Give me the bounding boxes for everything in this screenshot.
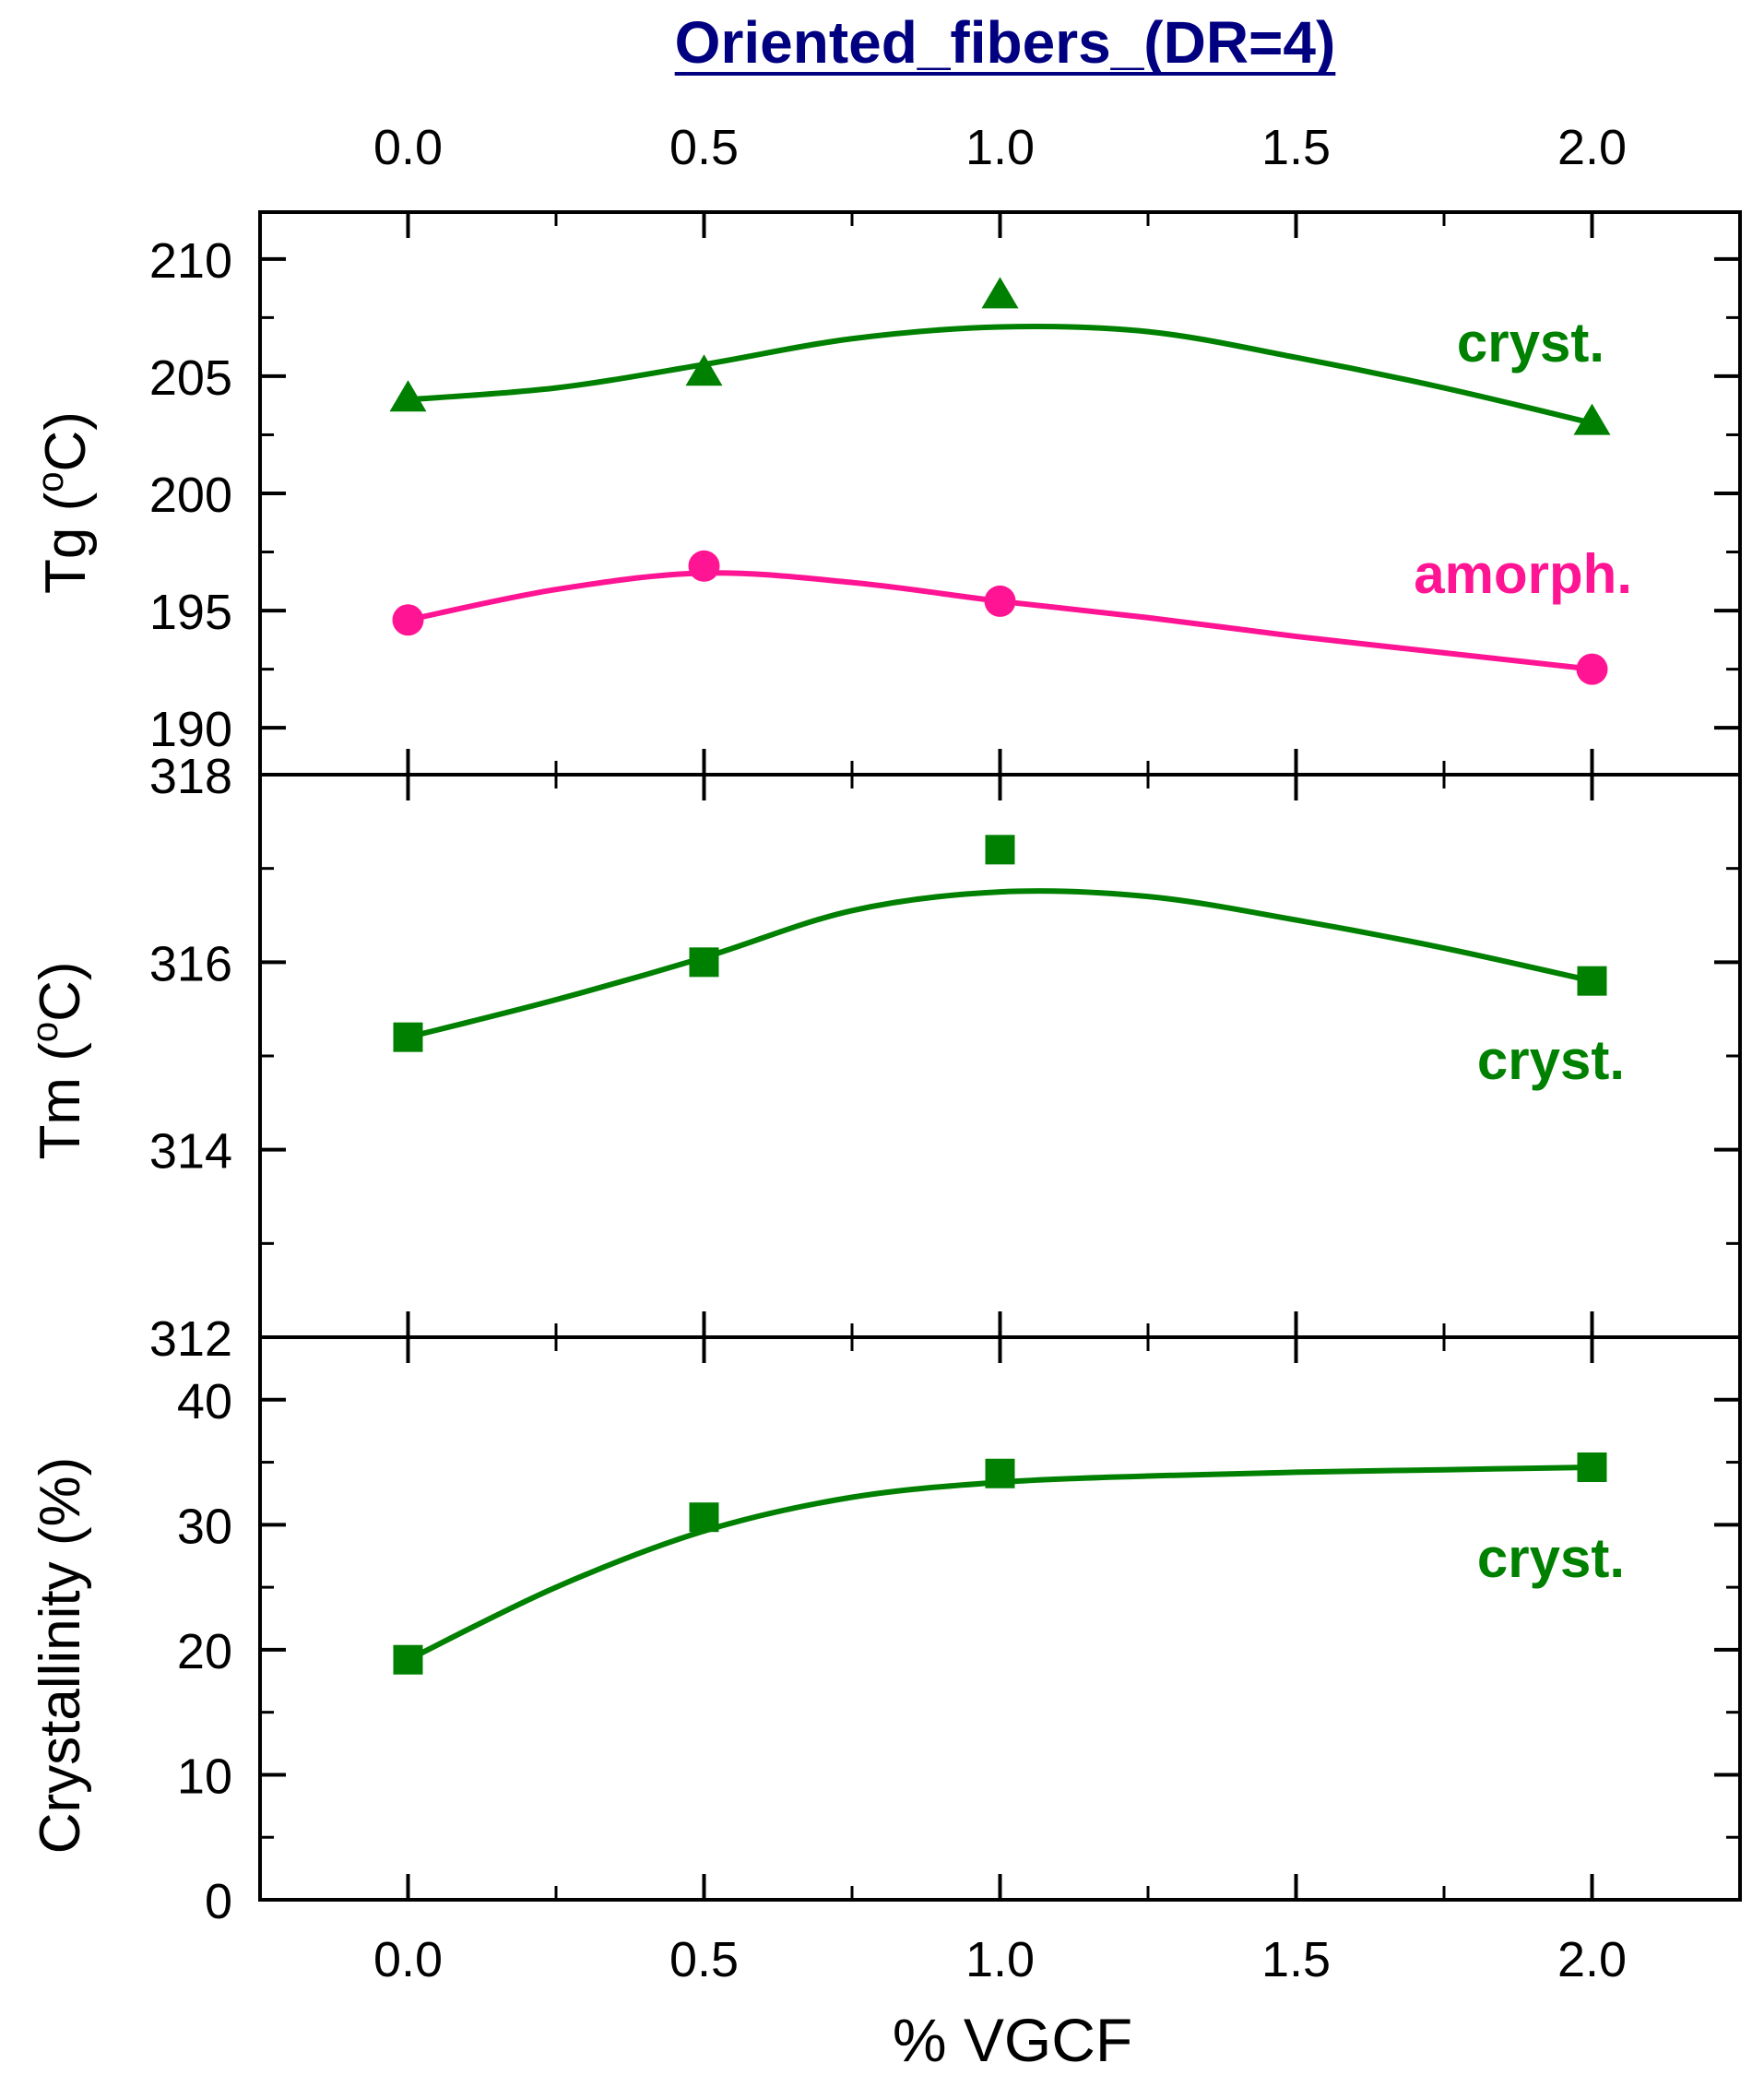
tg-y-tick-label: 205 (149, 350, 232, 406)
crystallinity-cryst-data-point (1577, 1452, 1607, 1482)
top-x-tick-label: 1.0 (965, 120, 1035, 175)
crystallinity-y-tick-label: 40 (177, 1374, 232, 1429)
tm-cryst-data-point (985, 835, 1015, 865)
tg-y-tick-label: 210 (149, 233, 232, 289)
tm-y-tick-label: 314 (149, 1124, 232, 1180)
top-x-tick-labels: 0.0 0.5 1.0 1.5 2.0 (373, 120, 1627, 175)
tm-y-axis-label-base: Tm ( (29, 1042, 92, 1160)
crystallinity-cryst-data-point (393, 1644, 423, 1675)
tm-cryst-data-point (1577, 966, 1607, 996)
tm-cryst-data-point (393, 1022, 423, 1052)
tm-y-axis-label: Tm (oC) (25, 961, 92, 1159)
tg-cryst-series-label: cryst. (1457, 312, 1604, 374)
tg-y-axis-label: Tg (oC) (30, 411, 98, 594)
crystallinity-cryst-data-point (689, 1502, 719, 1533)
crystallinity-panel: 0 10 20 30 40 cryst. (177, 1335, 1742, 1929)
crystallinity-y-tick-label: 30 (177, 1499, 232, 1554)
bottom-x-tick-label: 0.5 (669, 1932, 739, 1987)
bottom-x-tick-label: 1.5 (1261, 1932, 1331, 1987)
tg-y-tick-label: 190 (149, 702, 232, 757)
tg-y-axis-label-unit: C) (34, 411, 98, 471)
tg-cryst-data-point (685, 354, 723, 386)
crystallinity-cryst-data-point (985, 1458, 1015, 1488)
tg-y-tick-label: 195 (149, 585, 232, 640)
tm-y-axis-label-degree: o (25, 1022, 65, 1042)
tm-cryst-series-label: cryst. (1477, 1029, 1625, 1091)
crystallinity-y-tick-label: 10 (177, 1749, 232, 1804)
tg-amorph-series-label: amorph. (1414, 543, 1632, 605)
bottom-x-tick-label: 1.0 (965, 1932, 1035, 1987)
top-x-tick-label: 0.5 (669, 120, 739, 175)
tg-amorph-data-point (984, 585, 1016, 617)
bottom-x-tick-label: 2.0 (1557, 1932, 1627, 1987)
x-axis-label: % VGCF (893, 2006, 1132, 2074)
tm-panel: 312 314 316 318 cryst. (149, 749, 1742, 1367)
crystallinity-y-tick-label: 20 (177, 1624, 232, 1679)
crystallinity-cryst-series-label: cryst. (1477, 1527, 1625, 1589)
tg-cryst-data-point (1573, 403, 1611, 435)
tg-y-axis-label-base: Tg ( (34, 492, 98, 594)
tg-y-tick-label: 200 (149, 468, 232, 523)
chart-title: Oriented_fibers_(DR=4) (675, 9, 1336, 76)
tg-cryst-data-point (981, 277, 1019, 309)
bottom-x-tick-labels: 0.0 0.5 1.0 1.5 2.0 (373, 1932, 1627, 1987)
top-x-tick-label: 2.0 (1557, 120, 1627, 175)
tg-amorph-data-point (392, 604, 424, 636)
tm-y-axis-label-unit: C) (29, 961, 92, 1021)
tm-y-tick-label: 318 (149, 749, 232, 804)
tm-y-tick-label: 316 (149, 936, 232, 991)
crystallinity-y-axis-label: Crystallinity (%) (29, 1457, 92, 1855)
tm-cryst-data-point (689, 947, 719, 978)
crystallinity-y-tick-label: 0 (205, 1874, 232, 1929)
bottom-x-tick-label: 0.0 (373, 1932, 443, 1987)
top-x-tick-label: 1.5 (1261, 120, 1331, 175)
tg-amorph-data-point (688, 550, 720, 582)
tg-amorph-data-point (1576, 653, 1608, 685)
top-x-tick-label: 0.0 (373, 120, 443, 175)
tg-cryst-data-point (389, 380, 427, 412)
tg-cryst-fit-line (408, 324, 1593, 426)
tg-y-axis-label-degree: o (30, 471, 71, 492)
tm-y-tick-label: 312 (149, 1311, 232, 1367)
tm-cryst-fit-line (407, 888, 1593, 1040)
